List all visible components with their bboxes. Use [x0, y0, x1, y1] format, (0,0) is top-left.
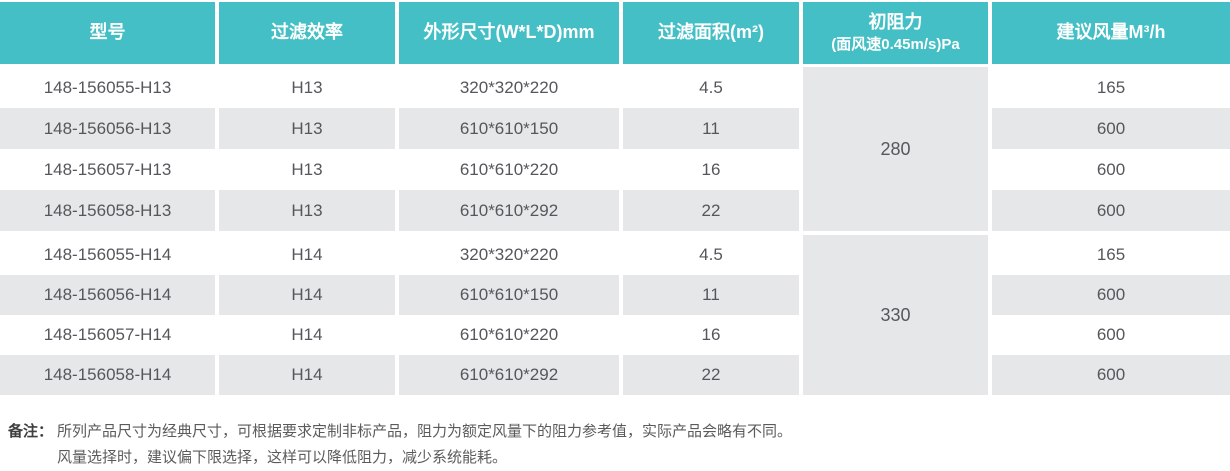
footnote-label: 备注： [8, 423, 54, 440]
cell-airflow: 600 [992, 190, 1230, 231]
cell-model: 148-156055-H14 [43, 245, 172, 264]
header-dimensions: 外形尺寸(W*L*D)mm [399, 2, 619, 64]
cell-efficiency: H14 [291, 245, 323, 264]
cell-resistance-group1: 280 [803, 67, 988, 231]
cell-airflow: 600 [992, 108, 1230, 149]
header-model: 型号 [0, 2, 215, 64]
cell-area: 16 [701, 159, 721, 179]
cell-efficiency: H14 [291, 325, 323, 344]
footnote-body: 所列产品尺寸为经典尺寸，可根据要求定制非标产品，阻力为额定风量下的阻力参考值，实… [57, 419, 792, 471]
cell-dimensions: 610*610*220 [459, 159, 559, 179]
cell-airflow: 600 [992, 275, 1230, 315]
cell-dimensions: 320*320*220 [459, 245, 559, 264]
cell-efficiency: H14 [219, 275, 395, 315]
cell-area: 11 [623, 275, 799, 315]
header-efficiency: 过滤效率 [219, 2, 395, 64]
header-area: 过滤面积(m²) [623, 2, 799, 64]
header-airflow: 建议风量M³/h [992, 2, 1230, 64]
cell-model: 148-156057-H14 [43, 325, 172, 344]
cell-dimensions: 610*610*220 [459, 325, 559, 344]
cell-airflow: 600 [992, 355, 1230, 395]
cell-model: 148-156058-H13 [0, 190, 215, 231]
cell-efficiency: H13 [291, 77, 323, 97]
cell-resistance-group2: 330 [803, 235, 988, 395]
cell-dimensions: 610*610*150 [399, 108, 619, 149]
cell-efficiency: H14 [219, 355, 395, 395]
cell-airflow: 165 [1096, 245, 1126, 264]
cell-model: 148-156058-H14 [0, 355, 215, 395]
cell-model: 148-156055-H13 [43, 77, 172, 97]
cell-airflow: 600 [1096, 159, 1126, 179]
cell-efficiency: H13 [291, 159, 323, 179]
cell-dimensions: 320*320*220 [459, 77, 559, 97]
cell-dimensions: 610*610*150 [399, 275, 619, 315]
cell-airflow: 165 [1096, 77, 1126, 97]
cell-model: 148-156056-H13 [0, 108, 215, 149]
header-resistance: 初阻力 (面风速0.45m/s)Pa [803, 2, 988, 64]
cell-area: 4.5 [699, 77, 723, 97]
cell-efficiency: H13 [219, 108, 395, 149]
cell-area: 4.5 [699, 245, 723, 264]
footnotes: 备注： 所列产品尺寸为经典尺寸，可根据要求定制非标产品，阻力为额定风量下的阻力参… [8, 419, 1230, 471]
cell-area: 22 [623, 355, 799, 395]
filter-spec-table: 型号 过滤效率 外形尺寸(W*L*D)mm 过滤面积(m²) 初阻力 (面风速0… [0, 2, 1230, 395]
cell-dimensions: 610*610*292 [399, 190, 619, 231]
header-resistance-subtitle: (面风速0.45m/s)Pa [831, 35, 960, 53]
cell-airflow: 600 [1096, 325, 1126, 344]
footnote-line-2: 风量选择时，建议偏下限选择，这样可以降低阻力，减少系统能耗。 [57, 449, 508, 466]
cell-area: 22 [623, 190, 799, 231]
footnote-line-1: 所列产品尺寸为经典尺寸，可根据要求定制非标产品，阻力为额定风量下的阻力参考值，实… [57, 423, 793, 440]
cell-model: 148-156057-H13 [43, 159, 172, 179]
cell-efficiency: H13 [219, 190, 395, 231]
cell-model: 148-156056-H14 [0, 275, 215, 315]
header-resistance-title: 初阻力 [868, 12, 923, 33]
cell-dimensions: 610*610*292 [399, 355, 619, 395]
cell-area: 11 [623, 108, 799, 149]
cell-area: 16 [701, 325, 721, 344]
